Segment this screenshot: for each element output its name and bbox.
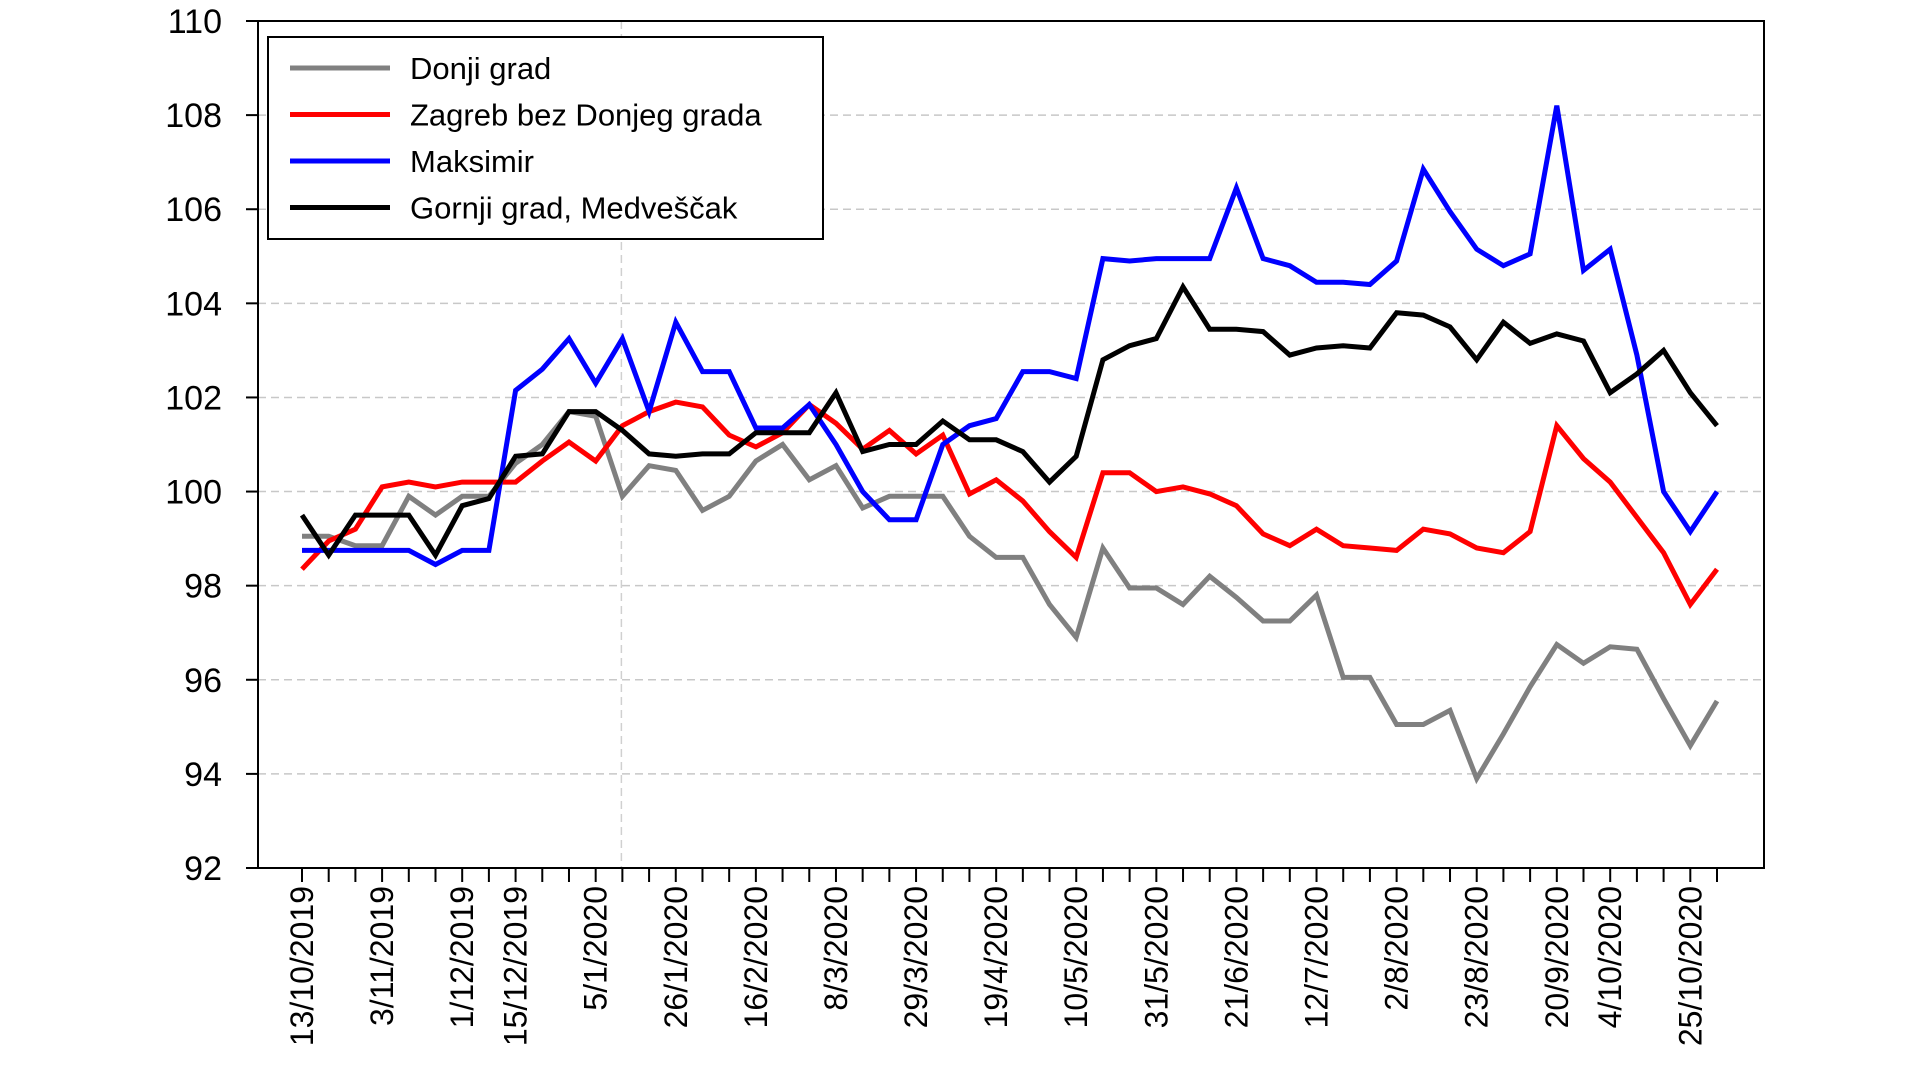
y-tick-label: 98 [184, 568, 222, 606]
legend-label: Donji grad [410, 51, 551, 86]
x-tick-label: 16/2/2020 [738, 886, 774, 1028]
x-tick-label: 31/5/2020 [1138, 886, 1174, 1028]
x-tick-label: 23/8/2020 [1459, 886, 1495, 1028]
x-axis: 13/10/2019 3/11/2019 1/12/2019 15/12/2019 5/… [284, 868, 1718, 1046]
plot-frame [257, 20, 1765, 869]
x-tick-label: 19/4/2020 [978, 886, 1014, 1028]
x-tick-label: 29/3/2020 [898, 886, 934, 1028]
y-tick-label: 96 [184, 662, 222, 700]
series-line-maksimir [302, 105, 1720, 568]
legend: Donji grad Zagreb bez Donjeg grada Maksimi… [267, 36, 824, 240]
series-line-donji-grad [302, 408, 1720, 785]
y-tick-label: 110 [168, 3, 222, 41]
x-tick-label: 12/7/2020 [1299, 886, 1335, 1028]
x-tick-label: 26/1/2020 [658, 886, 694, 1028]
y-tick-label: 94 [184, 756, 222, 794]
x-tick-label: 8/3/2020 [818, 886, 854, 1011]
y-tick-label: 106 [165, 191, 222, 229]
x-tick-label: 15/12/2019 [498, 886, 534, 1046]
x-tick-label: 25/10/2020 [1672, 886, 1708, 1046]
x-tick-label: 13/10/2019 [284, 886, 320, 1046]
y-tick-label: 92 [184, 850, 222, 888]
y-tick-label: 102 [165, 379, 222, 417]
x-tick-label: 4/10/2020 [1592, 886, 1628, 1028]
series-line-gornji-grad-medve-ak [299, 281, 1719, 560]
legend-label: Zagreb bez Donjeg grada [410, 98, 762, 133]
x-tick-label: 10/5/2020 [1058, 886, 1094, 1028]
legend-label: Gornji grad, Medveščak [410, 191, 738, 226]
y-axis: 92 94 96 98 100 102 104 106 108 110 [165, 3, 258, 888]
x-tick-label: 1/12/2019 [444, 886, 480, 1028]
series-line-zagreb-bez-donjeg-grada [300, 399, 1719, 610]
legend-label: Maksimir [410, 144, 534, 179]
x-tick-label: 2/8/2020 [1379, 886, 1415, 1011]
series-lines [299, 105, 1720, 785]
y-tick-label: 108 [165, 97, 222, 135]
x-tick-label: 5/1/2020 [578, 886, 614, 1011]
x-tick-label: 20/9/2020 [1539, 886, 1575, 1028]
x-tick-label: 21/6/2020 [1218, 886, 1254, 1028]
y-tick-label: 104 [165, 285, 222, 323]
x-tick-label: 3/11/2019 [364, 886, 400, 1026]
y-tick-label: 100 [165, 474, 222, 512]
